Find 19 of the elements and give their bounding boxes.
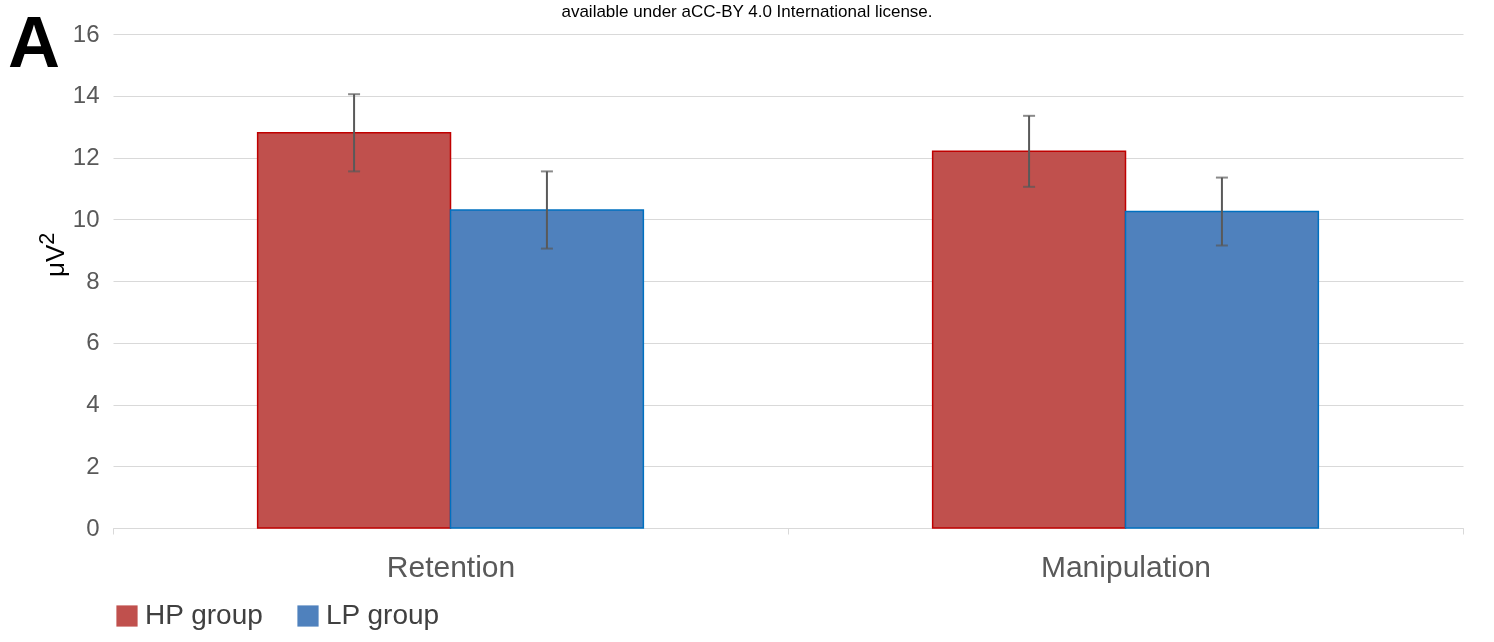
bar <box>449 209 645 529</box>
y-tick-label: 0 <box>86 513 100 541</box>
x-tick-label: Manipulation <box>1040 549 1212 583</box>
bar <box>256 132 452 529</box>
bar <box>1124 210 1320 529</box>
legend-label: HP group <box>145 599 263 630</box>
legend-label: LP group <box>326 599 440 630</box>
y-tick-label: 8 <box>86 266 100 294</box>
text: A <box>8 2 60 82</box>
y-tick-label: 10 <box>72 204 100 232</box>
y-tick-label: 4 <box>86 390 100 417</box>
y-tick-label: 12 <box>72 143 100 170</box>
x-tick-label: Retention <box>386 549 516 583</box>
y-tick-label: 6 <box>86 328 100 356</box>
text: available under aCC-BY 4.0 International license. <box>561 2 933 21</box>
y-tick-label: 16 <box>72 19 100 47</box>
y-tick-label: 2 <box>86 451 100 479</box>
bar <box>931 150 1127 529</box>
y-tick-label: 14 <box>72 81 100 109</box>
